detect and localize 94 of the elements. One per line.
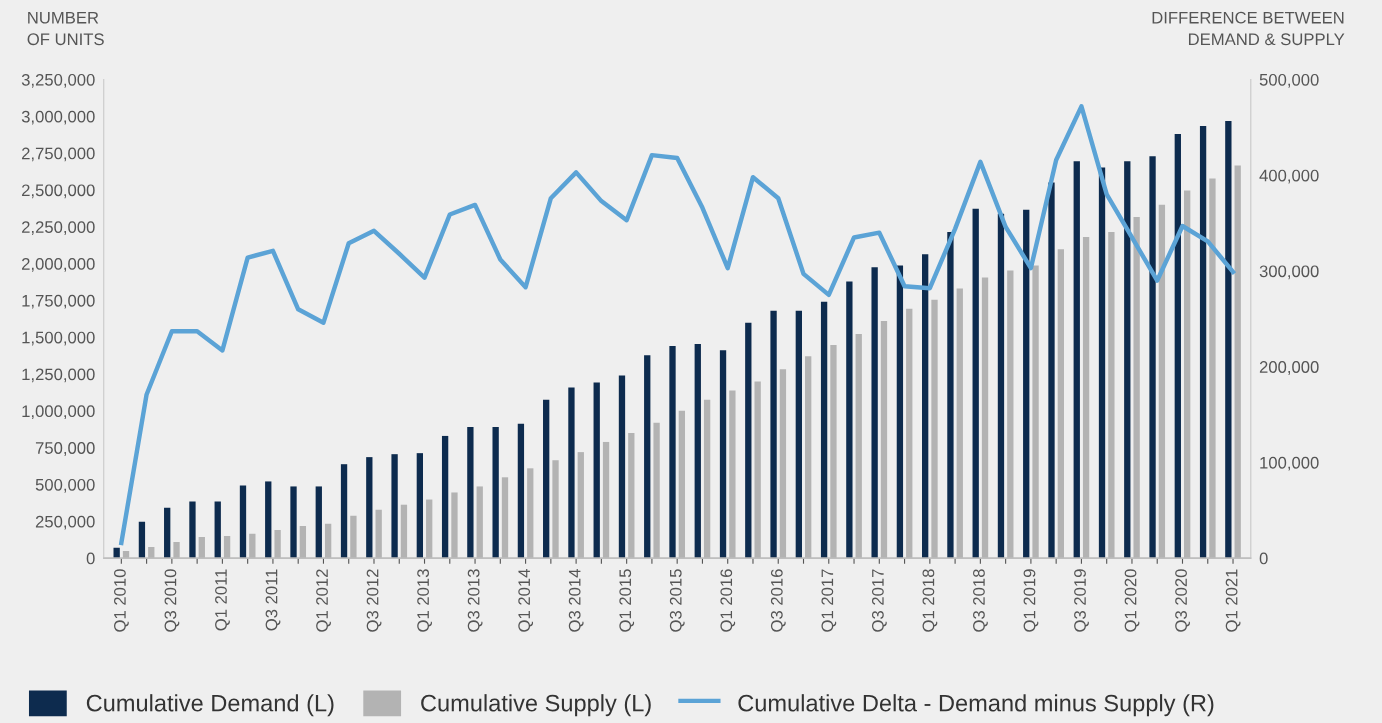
- bar: [265, 481, 272, 559]
- bar: [517, 423, 525, 559]
- bar: [189, 501, 196, 559]
- y2-tick-label: 200,000: [1259, 361, 1319, 375]
- y-tick-label: 2,000,000: [22, 258, 95, 272]
- bar: [669, 346, 676, 559]
- bar: [138, 521, 146, 559]
- y-tick-label: 750,000: [35, 442, 95, 456]
- x-tick-label: Q1 2011: [215, 569, 230, 631]
- x-tick-label: Q1 2019: [1023, 569, 1039, 632]
- bar: [593, 382, 600, 559]
- bar: [1199, 125, 1207, 559]
- bar: [164, 507, 171, 559]
- bar: [214, 501, 221, 559]
- x-tick-label: Q1 2018: [922, 569, 938, 632]
- x-tick-label: Q3 2018: [973, 569, 988, 632]
- bar: [1048, 182, 1055, 559]
- x-tick-label: Q1 2017: [821, 569, 837, 632]
- y2-tick-label: 100,000: [1260, 456, 1319, 471]
- bar: [391, 454, 398, 559]
- x-tick-label: Q3 2010: [164, 569, 180, 632]
- bar: [416, 453, 424, 559]
- y2-tick-label: 400,000: [1259, 169, 1319, 184]
- y2-tick-label: 0: [1259, 552, 1268, 565]
- bar: [795, 310, 802, 559]
- x-tick-label: Q1 2014: [518, 569, 534, 632]
- bar: [896, 265, 904, 559]
- y-tick-label: 500,000: [35, 478, 95, 493]
- bar: [618, 375, 626, 559]
- y-tick-label: 1,750,000: [22, 294, 95, 309]
- bar: [568, 387, 575, 559]
- bar: [492, 426, 499, 559]
- x-tick-label: Q1 2020: [1124, 569, 1140, 632]
- y-tick-label: 250,000: [35, 515, 95, 530]
- y-tick-label: 1,250,000: [22, 368, 95, 383]
- bar: [947, 231, 954, 559]
- bar: [1174, 134, 1181, 559]
- legend-label: Cumulative Demand (L): [86, 694, 334, 717]
- x-tick-label: Q3 2016: [770, 569, 786, 632]
- bar: [239, 485, 247, 559]
- bar: [340, 464, 348, 559]
- bar: [290, 486, 297, 559]
- y2-tick-label: 500,000: [1259, 73, 1319, 88]
- x-tick-label: Q3 2014: [568, 569, 584, 632]
- y-axis-title: NUMBER OF UNITS: [27, 11, 104, 46]
- bar: [1124, 161, 1131, 559]
- y-tick-label: 1,500,000: [22, 331, 95, 346]
- y2-axis-title: DIFFERENCE BETWEEN DEMAND & SUPPLY: [1152, 11, 1345, 46]
- x-tick-label: Q1 2013: [417, 569, 432, 632]
- x-tick-label: Q1 2021: [1225, 569, 1241, 632]
- bar: [644, 355, 651, 559]
- y-tick-label: 3,000,000: [21, 110, 95, 125]
- bar: [1073, 161, 1080, 559]
- bar: [871, 267, 878, 559]
- bar: [467, 426, 474, 559]
- bar: [846, 281, 853, 559]
- y-tick-label: 1,000,000: [22, 405, 95, 420]
- x-tick-label: Q3 2020: [1175, 569, 1190, 632]
- bar: [770, 310, 777, 559]
- y-tick-label: 2,750,000: [22, 147, 95, 162]
- bar: [1098, 167, 1106, 559]
- bar: [1225, 120, 1232, 559]
- x-tick-label: Q3 2015: [669, 569, 685, 632]
- legend-label: Cumulative Delta - Demand minus Supply (R): [738, 694, 1214, 717]
- bar: [694, 344, 701, 559]
- y2-tick-label: 300,000: [1259, 265, 1319, 280]
- bar: [820, 301, 828, 559]
- bar: [972, 208, 979, 559]
- bar: [1149, 156, 1156, 559]
- bar: [441, 435, 449, 559]
- bar: [745, 322, 752, 559]
- y-tick-label: 2,250,000: [22, 221, 95, 235]
- line-series: [119, 104, 1236, 546]
- y-tick-label: 0: [86, 552, 95, 565]
- bar: [315, 486, 322, 559]
- bar: [719, 350, 727, 559]
- x-tick-label: Q3 2019: [1074, 569, 1089, 632]
- x-tick-label: Q3 2013: [467, 569, 483, 632]
- bar: [1023, 209, 1030, 559]
- x-tick-label: Q3 2012: [366, 569, 382, 632]
- bar: [366, 457, 373, 559]
- y-tick-label: 3,250,000: [21, 73, 95, 88]
- y-tick-label: 2,500,000: [22, 184, 95, 199]
- bar: [543, 399, 550, 559]
- x-tick-label: Q1 2016: [720, 569, 736, 632]
- x-tick-label: Q1 2015: [619, 569, 635, 632]
- bar: [997, 213, 1005, 559]
- bar: [113, 547, 120, 559]
- x-tick-label: Q3 2011: [265, 569, 281, 631]
- x-tick-label: Q1 2010: [114, 569, 129, 632]
- legend-label: Cumulative Supply (L): [421, 694, 651, 717]
- x-tick-label: Q1 2012: [316, 569, 331, 632]
- x-tick-label: Q3 2017: [871, 569, 887, 632]
- bar: [922, 254, 929, 559]
